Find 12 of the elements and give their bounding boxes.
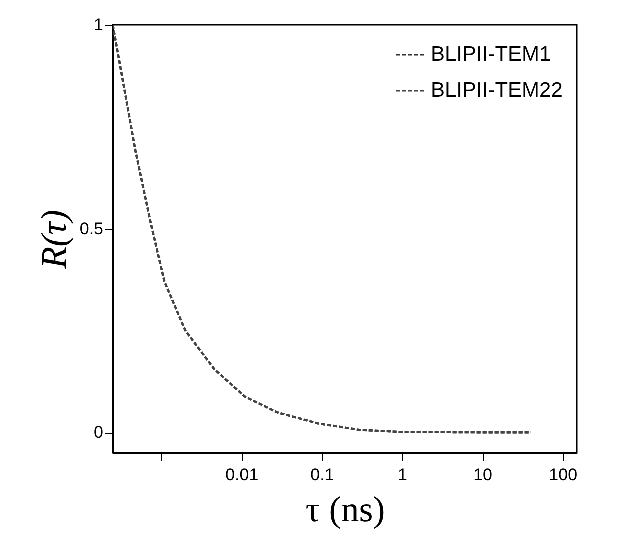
y-tick-label: 1 [94, 16, 104, 34]
x-tick-label: 0.01 [226, 466, 259, 484]
legend-label: BLIPII-TEM1 [431, 43, 552, 66]
x-axis-title: τ (ns) [306, 490, 386, 530]
y-tick-label: 0 [94, 423, 104, 442]
x-tick-label: 100 [549, 466, 578, 484]
x-tick-label: 10 [474, 466, 493, 484]
x-tick-label: 1 [398, 466, 408, 484]
x-tick-label: 0.1 [310, 466, 334, 484]
legend-label: BLIPII-TEM22 [431, 79, 563, 102]
y-axis-title: R(τ) [34, 210, 74, 270]
y-tick-label: 0.5 [80, 219, 104, 238]
